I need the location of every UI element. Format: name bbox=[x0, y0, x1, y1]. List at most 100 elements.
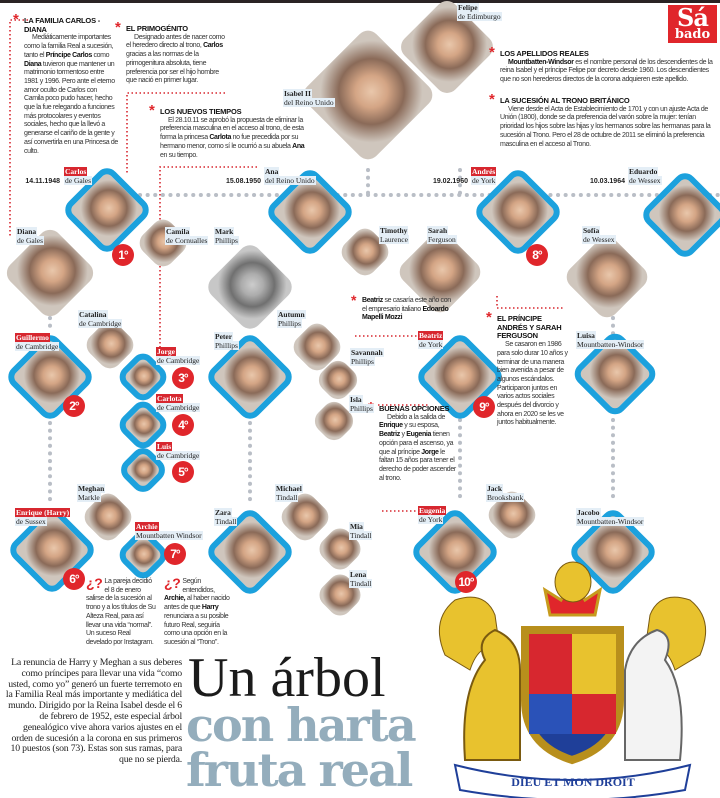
note-title: EL PRÍNCIPE ANDRÉS Y SARAH FERGUSON bbox=[486, 314, 569, 341]
first-name: Carlota bbox=[156, 394, 183, 403]
house-name: de York bbox=[418, 340, 444, 349]
first-name: Eugenia bbox=[418, 506, 447, 515]
bold-name: Príncipe Carlos bbox=[45, 51, 92, 59]
succession-rank-badge: 4° bbox=[172, 414, 194, 436]
first-name: Jack bbox=[486, 484, 503, 493]
bold-name: Harry bbox=[201, 604, 219, 612]
text: se casaría este año con el empresario it… bbox=[362, 297, 451, 313]
text: y bbox=[399, 431, 407, 439]
text: es el nombre personal de los descendient… bbox=[500, 58, 713, 84]
name-label: Isla Phillips bbox=[349, 395, 374, 413]
note-body: El 28.10.11 se aprobó la propuesta de el… bbox=[160, 117, 305, 161]
question-mark-icon: ¿? bbox=[86, 575, 103, 591]
bold-name: Ana bbox=[292, 142, 305, 150]
question-mark-icon: ¿? bbox=[164, 575, 181, 591]
bold-name: Enrique bbox=[379, 422, 403, 430]
first-name: Peter bbox=[214, 332, 234, 341]
text: como bbox=[91, 51, 110, 59]
text: La pareja decidió el 8 de enero salirse … bbox=[86, 578, 156, 646]
first-name: Sofía bbox=[582, 226, 601, 235]
intro-paragraph: La renuncia de Harry y Meghan a sus debe… bbox=[5, 657, 182, 766]
first-name: Catalina bbox=[78, 310, 108, 319]
logo-line2: bado bbox=[674, 27, 711, 42]
note-body: Designado antes de nacer como el hereder… bbox=[126, 34, 226, 86]
house-name: de Edimburgo bbox=[457, 12, 502, 21]
name-label: Eugenia de York bbox=[418, 506, 447, 524]
name-label: Timothy Laurence bbox=[379, 226, 409, 244]
text: tienen opción para el ascenso, ya que al… bbox=[379, 431, 454, 456]
note-body: Viene desde el Acta de Establecimiento d… bbox=[500, 106, 718, 150]
house-name: de Cambridge bbox=[156, 451, 201, 460]
house-name: Mountbatten-Windsor bbox=[576, 340, 645, 349]
note-title: LOS APELLIDOS REALES bbox=[489, 49, 718, 59]
birth-date-ana: 15.08.1950 bbox=[225, 178, 261, 185]
text: al haber nacido antes de que bbox=[164, 595, 230, 612]
name-label: Mia Tindall bbox=[349, 522, 373, 540]
house-name: de Gales bbox=[16, 236, 45, 245]
house-name: Ferguson bbox=[427, 235, 457, 244]
house-name: de Wessex bbox=[628, 176, 662, 185]
note-body: La pareja decidió el 8 de enero salirse … bbox=[86, 578, 156, 648]
house-name: del Reino Unido bbox=[264, 176, 316, 185]
name-label: Sofía de Wessex bbox=[582, 226, 616, 244]
first-name: Diana bbox=[16, 227, 38, 236]
name-label: Guillermo de Cambridge bbox=[15, 333, 60, 351]
house-name: Laurence bbox=[379, 235, 409, 244]
succession-rank-badge: 7° bbox=[164, 543, 186, 565]
house-name: Mountbatten Windsor bbox=[135, 531, 203, 540]
name-label: Isabel II del Reino Unido bbox=[283, 89, 335, 107]
text: El 28.10.11 se aprobó la propuesta de el… bbox=[160, 116, 304, 142]
name-label: Savannah Phillips bbox=[350, 348, 384, 366]
house-name: de York bbox=[471, 176, 497, 185]
headline-line2: con harta bbox=[186, 698, 417, 752]
note-body: Debido a la salida de Enrique y su espos… bbox=[379, 414, 459, 484]
first-name: Savannah bbox=[350, 348, 384, 357]
first-name: Andrés bbox=[471, 167, 497, 176]
house-name: de Cambridge bbox=[156, 356, 201, 365]
name-label: Jorge de Cambridge bbox=[156, 347, 201, 365]
name-label: Catalina de Cambridge bbox=[78, 310, 123, 328]
house-name: de Gales bbox=[64, 176, 93, 185]
house-name: Tindall bbox=[214, 517, 238, 526]
note-title: EL PRIMOGÉNITO bbox=[115, 24, 226, 34]
royal-coat-of-arms: DIEU ET MON DROIT bbox=[438, 561, 707, 798]
name-label: Beatriz de York bbox=[418, 331, 444, 349]
bold-name: Carlota bbox=[209, 134, 232, 142]
text: Debido a la salida de bbox=[387, 413, 446, 421]
house-name: Phillips bbox=[277, 319, 302, 328]
first-name: Archie bbox=[135, 522, 159, 531]
text: renunciara a su posible futuro Real, seg… bbox=[164, 612, 229, 646]
name-label: Ana del Reino Unido bbox=[264, 167, 316, 185]
name-label: Jack Brooksbank bbox=[486, 484, 525, 502]
first-name: Luisa bbox=[576, 331, 596, 340]
first-name: Isabel II bbox=[283, 89, 312, 98]
name-label: Mark Phillips bbox=[214, 227, 239, 245]
text: y su esposa, bbox=[402, 422, 440, 430]
text: no fue precedida por su hermano menor, c… bbox=[160, 134, 299, 150]
succession-rank-badge: 2° bbox=[63, 395, 85, 417]
note-body: Según entendidos, Archie, al haber nacid… bbox=[164, 578, 230, 648]
note-archie: ¿? Según entendidos, Archie, al haber nac… bbox=[164, 575, 230, 648]
first-name: Guillermo bbox=[15, 333, 50, 342]
name-label: Meghan Markle bbox=[77, 484, 106, 502]
name-label: Diana de Gales bbox=[16, 227, 45, 245]
sabado-logo: Sá bado bbox=[668, 5, 717, 43]
name-label: Luis de Cambridge bbox=[156, 442, 201, 460]
note-title: LOS NUEVOS TIEMPOS bbox=[149, 107, 305, 117]
house-name: Brooksbank bbox=[486, 493, 525, 502]
house-name: Phillips bbox=[350, 357, 375, 366]
first-name: Eduardo bbox=[628, 167, 659, 176]
first-name: Carlos bbox=[64, 167, 88, 176]
birth-date-andres: 19.02.1960 bbox=[432, 178, 468, 185]
text: en su tiempo. bbox=[160, 151, 198, 159]
name-label: Eduardo de Wessex bbox=[628, 167, 662, 185]
shield-england-2 bbox=[572, 694, 616, 734]
note-harry: ¿? La pareja decidió el 8 de enero salirs… bbox=[86, 575, 156, 648]
first-name: Enrique (Harry) bbox=[15, 508, 71, 517]
shield-ireland bbox=[529, 694, 572, 734]
first-name: Luis bbox=[156, 442, 173, 451]
text: tuvieron que mantener un matrimonio torm… bbox=[24, 60, 118, 155]
headline-line3: fruta real bbox=[186, 743, 413, 797]
name-label: Zara Tindall bbox=[214, 508, 238, 526]
